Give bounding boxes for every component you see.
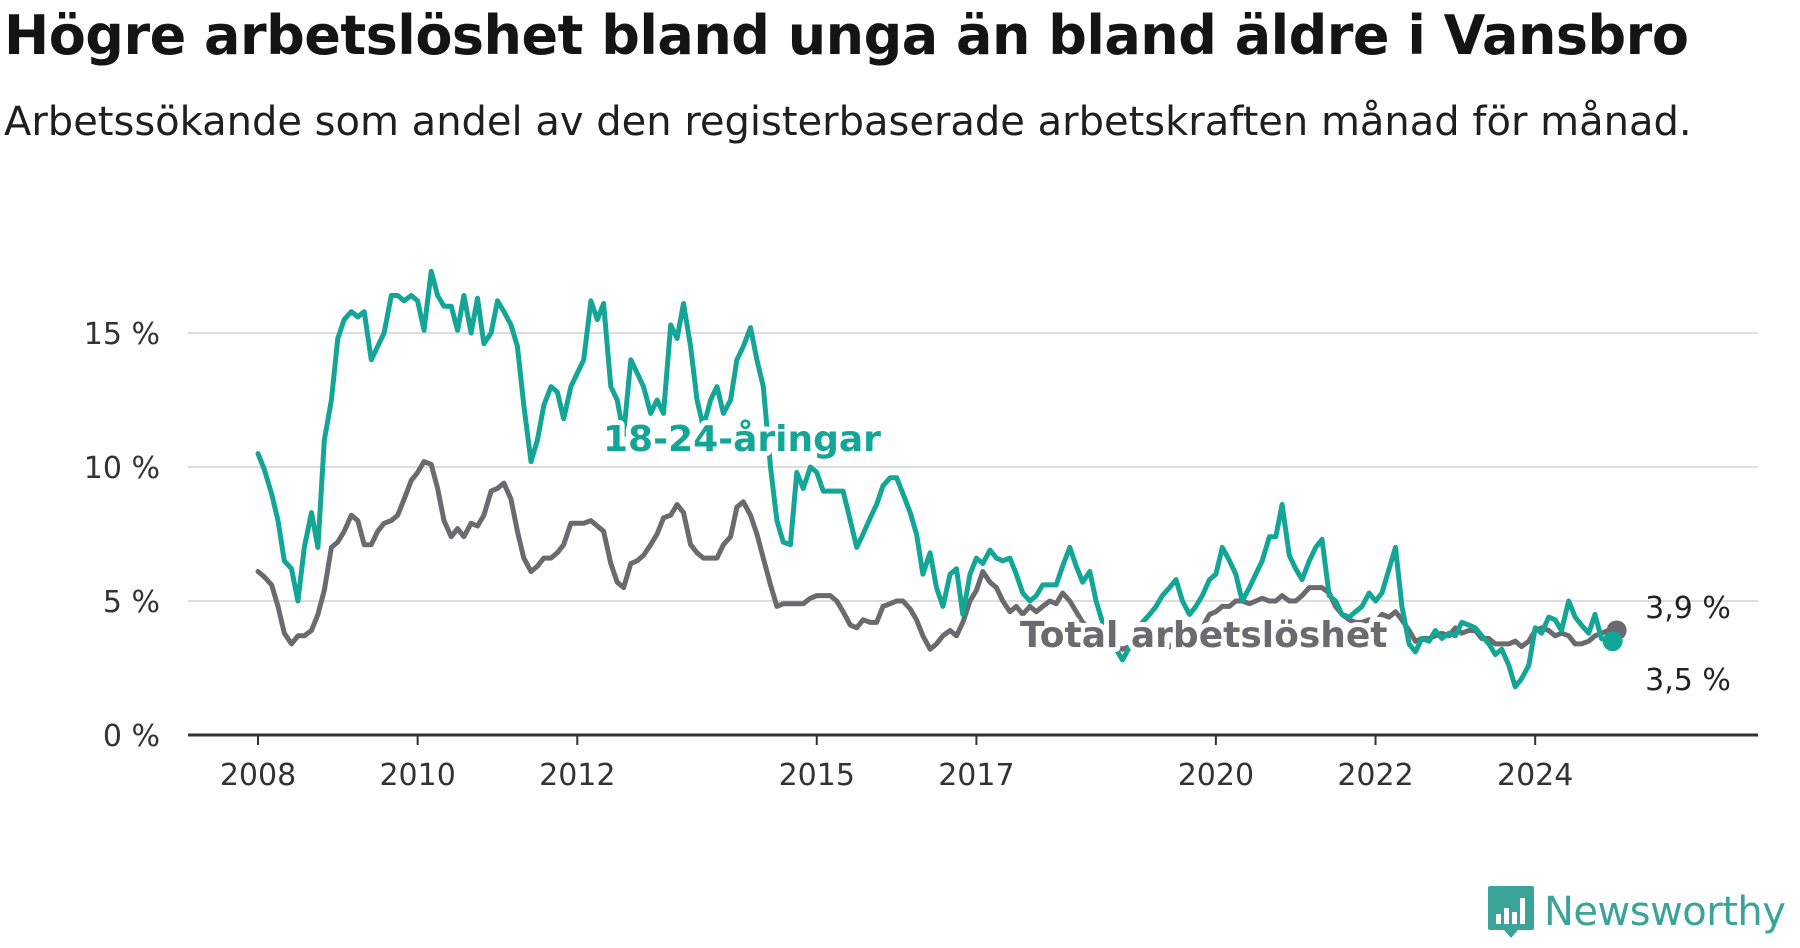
end-label-youth: 3,5 % — [1645, 663, 1731, 698]
series-labels: 3,9 % 3,5 % 18-24-åringar Total arbetslöshe… — [598, 414, 1731, 698]
newsworthy-bar-chart-icon — [1488, 886, 1534, 938]
chart-subtitle: Arbetssökande som andel av den registerb… — [4, 99, 1692, 145]
end-label-total: 3,9 % — [1645, 591, 1731, 626]
newsworthy-logo: Newsworthy — [1486, 884, 1786, 940]
x-tick-label-2017: 2017 — [938, 758, 1014, 793]
series-label-youth: 18-24-åringar — [603, 419, 881, 460]
y-tick-label-0: 0 % — [103, 719, 160, 754]
series-line-youth — [255, 268, 1612, 690]
x-axis: 2008 2010 2012 2015 2017 2020 2022 2024 — [188, 733, 1758, 793]
y-axis-tick-labels: 0 % 5 % 10 % 15 % — [84, 317, 160, 754]
chart-title: Högre arbetslöshet bland unga än bland ä… — [4, 4, 1689, 67]
x-tick-label-2022: 2022 — [1337, 758, 1413, 793]
x-tick-label-2012: 2012 — [539, 758, 615, 793]
grid-lines — [188, 332, 1758, 602]
y-tick-label-15: 15 % — [84, 317, 160, 352]
y-tick-label-5: 5 % — [103, 585, 160, 620]
series-label-total: Total arbetslöshet — [1020, 615, 1388, 656]
series-line-total — [255, 459, 1612, 652]
x-tick-label-2020: 2020 — [1178, 758, 1254, 793]
x-tick-label-2008: 2008 — [220, 758, 296, 793]
x-tick-label-2010: 2010 — [379, 758, 455, 793]
x-tick-label-2024: 2024 — [1497, 758, 1573, 793]
end-marker-youth — [1602, 631, 1623, 652]
brand-name: Newsworthy — [1544, 889, 1786, 935]
y-tick-label-10: 10 % — [84, 451, 160, 486]
x-tick-label-2015: 2015 — [779, 758, 855, 793]
series-lines — [255, 268, 1627, 690]
